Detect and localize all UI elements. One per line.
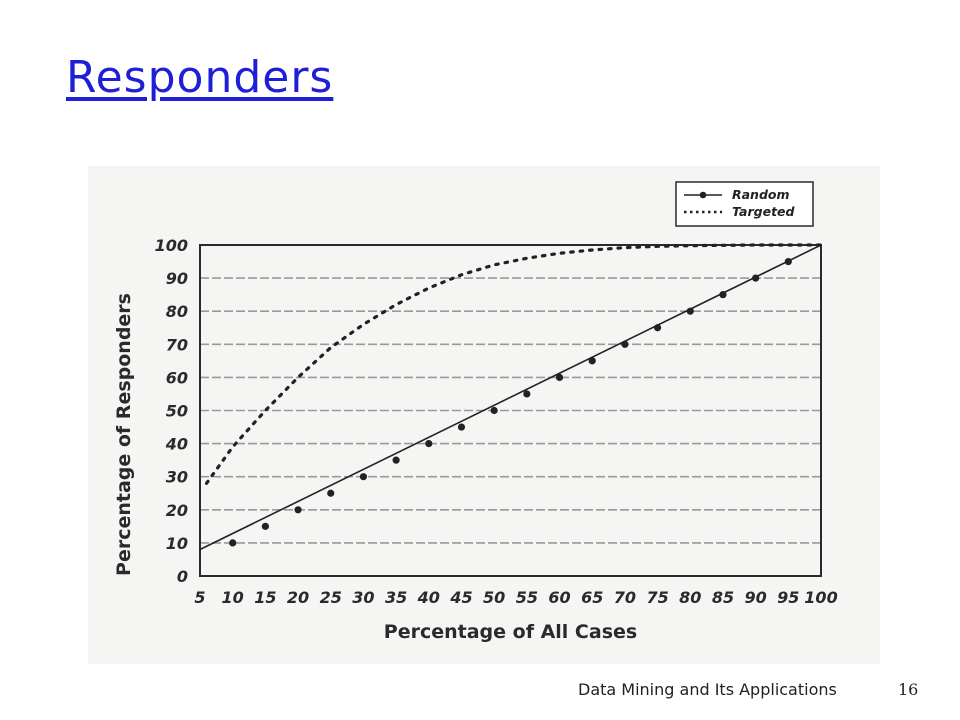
random-series-point [752, 274, 760, 282]
slide-title[interactable]: Responders [66, 52, 334, 103]
x-tick-label: 40 [417, 588, 440, 607]
chart-figure: 0 10 20 30 40 50 60 70 80 90 100 5 10 15 20 25 30 35 40 45 5… [88, 166, 880, 664]
y-tick-label: 40 [165, 435, 188, 454]
y-tick-label: 100 [155, 236, 188, 255]
y-tick-label: 20 [166, 501, 188, 520]
x-tick-label: 80 [679, 588, 701, 607]
x-tick-label: 70 [614, 588, 636, 607]
random-series-point [784, 257, 792, 266]
x-tick-label: 65 [581, 588, 603, 607]
random-series-point [359, 473, 368, 481]
random-series-point [261, 522, 269, 530]
y-tick-label: 70 [166, 335, 188, 354]
x-tick-label: 15 [254, 588, 276, 607]
random-series-point [229, 539, 237, 547]
x-tick-label: 85 [712, 588, 734, 607]
x-tick-label: 25 [320, 588, 342, 607]
random-series-point [719, 291, 727, 299]
legend-random-marker [699, 191, 707, 199]
random-series-point [392, 456, 400, 464]
x-tick-label: 60 [548, 588, 570, 607]
random-series-line [199, 244, 822, 551]
plot-frame [199, 244, 822, 577]
random-series-point [425, 440, 433, 448]
random-series-point [555, 373, 564, 381]
legend-random-label: Random [732, 187, 790, 202]
random-series-point [490, 406, 498, 415]
x-tick-label: 100 [804, 588, 837, 607]
y-tick-label: 10 [166, 534, 188, 553]
x-tick-label: 90 [744, 588, 766, 607]
y-tick-label: 50 [166, 402, 188, 421]
y-tick-label: 30 [166, 468, 188, 487]
random-series-point [294, 506, 302, 514]
x-tick-label: 75 [646, 588, 668, 607]
x-tick-label: 30 [352, 588, 374, 607]
random-series-point [686, 307, 694, 315]
x-tick-label: 55 [516, 588, 538, 607]
random-series-point [327, 489, 335, 497]
legend-targeted-label: Targeted [732, 204, 796, 219]
x-tick-label: 35 [385, 588, 407, 607]
random-series-point [621, 340, 629, 348]
targeted-series-line [204, 243, 823, 485]
x-tick-label: 45 [449, 588, 472, 607]
random-series-point [457, 423, 466, 431]
x-tick-label: 5 [194, 588, 205, 607]
y-tick-label: 90 [166, 269, 188, 288]
responders-chart: 0 10 20 30 40 50 60 70 80 90 100 5 10 15 20 25 30 35 40 45 5… [113, 181, 838, 643]
x-tick-label: 10 [222, 588, 244, 607]
x-tick-label: 95 [777, 588, 799, 607]
x-axis-title: Percentage of All Cases [384, 621, 637, 643]
y-tick-label: 80 [166, 302, 188, 321]
y-tick-label: 0 [177, 567, 188, 586]
y-tick-label: 60 [166, 368, 188, 387]
random-series-point [588, 357, 596, 365]
y-axis-title: Percentage of Responders [113, 293, 135, 576]
legend-box [675, 181, 814, 227]
page-number: 16 [898, 680, 919, 699]
random-series-point [523, 390, 531, 398]
x-tick-label: 50 [483, 588, 505, 607]
x-tick-label: 20 [287, 588, 309, 607]
slide-footer: Data Mining and Its Applications [578, 680, 837, 699]
random-series-point [653, 324, 662, 332]
